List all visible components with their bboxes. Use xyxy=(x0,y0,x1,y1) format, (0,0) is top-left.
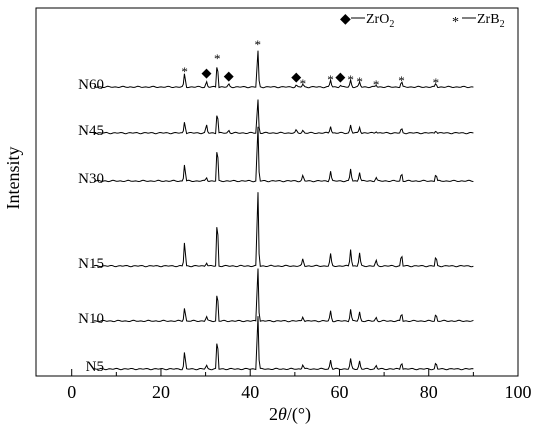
series-trace-n60 xyxy=(93,50,474,89)
series-label-n10: N10 xyxy=(78,311,104,327)
legend: ◆ ZrO2 * ZrB2 xyxy=(340,12,505,30)
legend-marker-zro2: ◆ xyxy=(340,12,351,27)
legend-entry-zrb2: * ZrB2 xyxy=(452,12,505,30)
legend-label-zrb2-main: ZrB xyxy=(477,12,500,27)
x-tick-label: 80 xyxy=(420,382,438,402)
x-tick-label: 100 xyxy=(505,382,532,402)
legend-marker-zrb2: * xyxy=(452,15,459,30)
series-labels: N60 N45 N30 N15 N10 N5 xyxy=(78,77,104,375)
legend-label-zro2-main: ZrO xyxy=(366,12,389,27)
zrb2-peak-marker: * xyxy=(214,51,221,66)
zrb2-peak-marker: * xyxy=(433,75,440,90)
series-trace-n5 xyxy=(93,316,474,371)
series-trace-n30 xyxy=(93,126,474,183)
zrb2-peak-marker: * xyxy=(327,72,334,87)
plot-frame xyxy=(35,7,519,377)
legend-entry-zro2: ◆ ZrO2 xyxy=(340,12,394,30)
legend-label-zrb2-sub: 2 xyxy=(500,19,505,30)
x-axis-tick-labels: 0 20 40 60 80 100 xyxy=(67,382,531,402)
zrb2-peak-marker: * xyxy=(398,73,405,88)
zro2-peak-marker: ◆ xyxy=(291,69,301,84)
peak-markers: * ◆*◆*◆* * ◆ * * * * * xyxy=(181,37,439,92)
series-label-n45: N45 xyxy=(78,123,104,139)
x-tick-label: 40 xyxy=(241,382,259,402)
x-axis-label: 2θ/(°) xyxy=(269,404,311,425)
x-tick-label: 20 xyxy=(152,382,170,402)
y-axis-label: Intensity xyxy=(3,147,23,210)
zrb2-peak-marker: * xyxy=(373,77,380,92)
series-label-n30: N30 xyxy=(78,171,104,187)
x-axis-ticks xyxy=(71,369,519,376)
zrb2-peak-marker: * xyxy=(181,64,188,79)
series-trace-n15 xyxy=(93,192,474,268)
x-axis-label-pre: 2 xyxy=(269,404,278,424)
zro2-peak-marker: ◆ xyxy=(201,65,211,80)
x-tick-label: 60 xyxy=(330,382,348,402)
legend-label-zro2-sub: 2 xyxy=(389,19,394,30)
legend-label-zrb2: ZrB2 xyxy=(477,12,505,30)
zro2-peak-marker: ◆ xyxy=(335,69,345,84)
series-label-n15: N15 xyxy=(78,256,104,272)
zrb2-peak-marker: * xyxy=(356,74,363,89)
zro2-peak-marker: ◆ xyxy=(224,68,234,83)
x-axis-label-post: /(°) xyxy=(287,404,311,425)
series-traces xyxy=(93,50,474,371)
x-axis-label-italic: θ xyxy=(278,404,287,424)
legend-label-zro2: ZrO2 xyxy=(366,12,394,30)
zrb2-peak-marker: * xyxy=(300,76,307,91)
series-label-n5: N5 xyxy=(86,359,104,375)
series-trace-n45 xyxy=(93,99,474,135)
x-tick-label: 0 xyxy=(67,382,76,402)
zrb2-peak-marker: * xyxy=(347,72,354,87)
zrb2-peak-marker: * xyxy=(255,37,262,52)
series-trace-n10 xyxy=(93,268,474,323)
series-label-n60: N60 xyxy=(78,77,104,93)
